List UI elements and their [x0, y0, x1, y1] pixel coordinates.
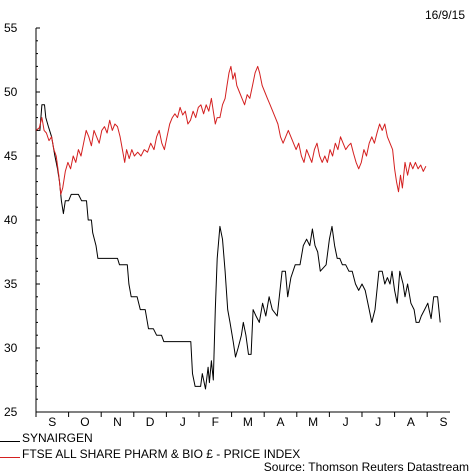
- legend-item-ftse: FTSE ALL SHARE PHARM & BIO £ - PRICE IND…: [0, 446, 300, 462]
- x-tick-label: A: [407, 415, 415, 429]
- y-tick-label: 40: [4, 213, 18, 227]
- x-tick-label: S: [48, 415, 56, 429]
- y-tick-label: 45: [4, 149, 18, 163]
- legend-label-synairgen: SYNAIRGEN: [22, 431, 93, 445]
- x-tick-label: O: [80, 415, 89, 429]
- x-tick-label: N: [113, 415, 122, 429]
- y-tick-label: 55: [4, 21, 18, 35]
- x-tick-label: D: [146, 415, 155, 429]
- x-tick-label: M: [308, 415, 318, 429]
- legend-item-synairgen: SYNAIRGEN: [0, 430, 300, 446]
- line-chart: 25 30 35 40 45 50 55 S O N D J F M A M J J A S: [4, 21, 450, 429]
- x-tick-label: M: [243, 415, 253, 429]
- y-tick-label: 30: [4, 341, 18, 355]
- series-line-synairgen: [36, 104, 441, 390]
- chart-source: Source: Thomson Reuters Datastream: [263, 460, 469, 474]
- legend-swatch-synairgen: [0, 440, 20, 442]
- y-tick-label: 25: [4, 405, 18, 419]
- legend-label-ftse: FTSE ALL SHARE PHARM & BIO £ - PRICE IND…: [22, 447, 301, 461]
- chart-axes: 25 30 35 40 45 50 55 S O N D J F M A M J J A S: [4, 21, 450, 429]
- x-tick-label: A: [276, 415, 284, 429]
- x-tick-label: F: [212, 415, 219, 429]
- chart-date-label: 16/9/15: [424, 8, 465, 22]
- chart-legend: SYNAIRGEN FTSE ALL SHARE PHARM & BIO £ -…: [0, 430, 300, 462]
- y-tick-label: 35: [4, 277, 18, 291]
- x-tick-label: S: [439, 415, 447, 429]
- y-tick-label: 50: [4, 85, 18, 99]
- legend-swatch-ftse: [0, 456, 20, 458]
- x-tick-label: J: [375, 415, 381, 429]
- series-line-ftse: [35, 65, 427, 195]
- x-tick-label: J: [180, 415, 186, 429]
- x-tick-label: J: [343, 415, 349, 429]
- chart-series-layer: [35, 65, 441, 390]
